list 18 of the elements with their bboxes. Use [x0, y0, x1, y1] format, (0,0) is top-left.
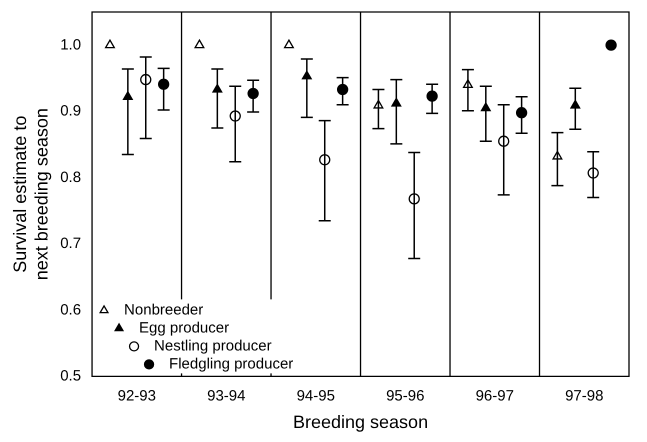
x-tick-label: 97-98: [565, 388, 604, 405]
legend-label: Fledgling producer: [169, 356, 294, 373]
x-axis-title: Breeding season: [292, 412, 428, 432]
y-tick-label: 1.0: [60, 36, 82, 54]
y-tick-label: 0.7: [60, 235, 82, 252]
y-tick-label: 0.5: [60, 368, 82, 385]
legend-label: Nonbreeder: [124, 302, 204, 319]
y-tick-label: 0.8: [60, 168, 82, 186]
x-tick-label: 92-93: [118, 388, 156, 405]
y-tick-label: 0.6: [60, 301, 82, 318]
x-tick-label: 93-94: [207, 388, 246, 405]
legend-label: Egg producer: [139, 320, 230, 337]
legend-label: Nestling producer: [154, 338, 272, 355]
y-tick-label: 0.9: [60, 102, 82, 120]
y-axis-title: Survival estimate to next breeding season: [10, 108, 52, 280]
x-tick-label: 95-96: [386, 388, 424, 405]
x-tick-label: 96-97: [476, 388, 514, 405]
x-tick-label: 94-95: [296, 388, 335, 405]
